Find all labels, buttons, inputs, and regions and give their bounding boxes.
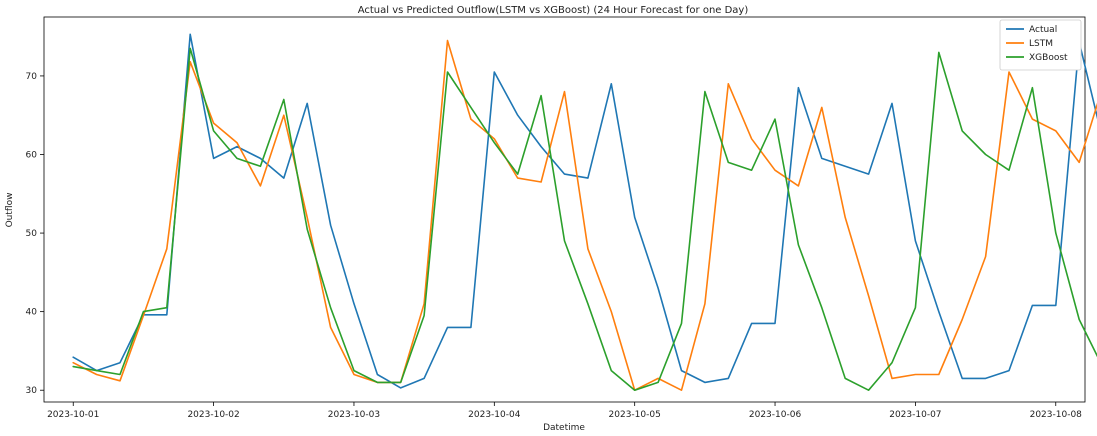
- y-tick-label: 50: [26, 229, 38, 239]
- series-line-actual: [73, 34, 1097, 388]
- x-tick-label: 2023-10-08: [1030, 410, 1083, 420]
- y-axis-label: Outflow: [5, 193, 15, 228]
- x-tick-label: 2023-10-02: [187, 410, 239, 420]
- series-line-xgboost: [73, 37, 1097, 391]
- series-layer: [73, 34, 1097, 390]
- x-axis: 2023-10-01 2023-10-02 2023-10-03 2023-10-04…: [47, 402, 1082, 420]
- x-tick-label: 2023-10-05: [609, 410, 661, 420]
- y-axis: 30 40 50 60 70: [26, 72, 44, 396]
- y-tick-label: 70: [26, 72, 38, 82]
- y-tick-label: 60: [26, 151, 38, 161]
- chart-title: Actual vs Predicted Outflow(LSTM vs XGBo…: [358, 5, 749, 16]
- legend: Actual LSTM XGBoost: [1000, 20, 1081, 70]
- x-tick-label: 2023-10-07: [889, 410, 941, 420]
- x-axis-label: Datetime: [543, 423, 585, 433]
- legend-label-lstm: LSTM: [1029, 39, 1053, 49]
- x-tick-label: 2023-10-03: [328, 410, 380, 420]
- y-tick-label: 30: [26, 386, 38, 396]
- x-tick-label: 2023-10-04: [468, 410, 521, 420]
- x-tick-label: 2023-10-01: [47, 410, 99, 420]
- plot-area: [44, 17, 1085, 402]
- legend-label-xgboost: XGBoost: [1029, 53, 1068, 63]
- x-tick-label: 2023-10-06: [749, 410, 802, 420]
- legend-label-actual: Actual: [1029, 25, 1057, 35]
- series-line-lstm: [73, 34, 1097, 390]
- y-tick-label: 40: [26, 308, 38, 318]
